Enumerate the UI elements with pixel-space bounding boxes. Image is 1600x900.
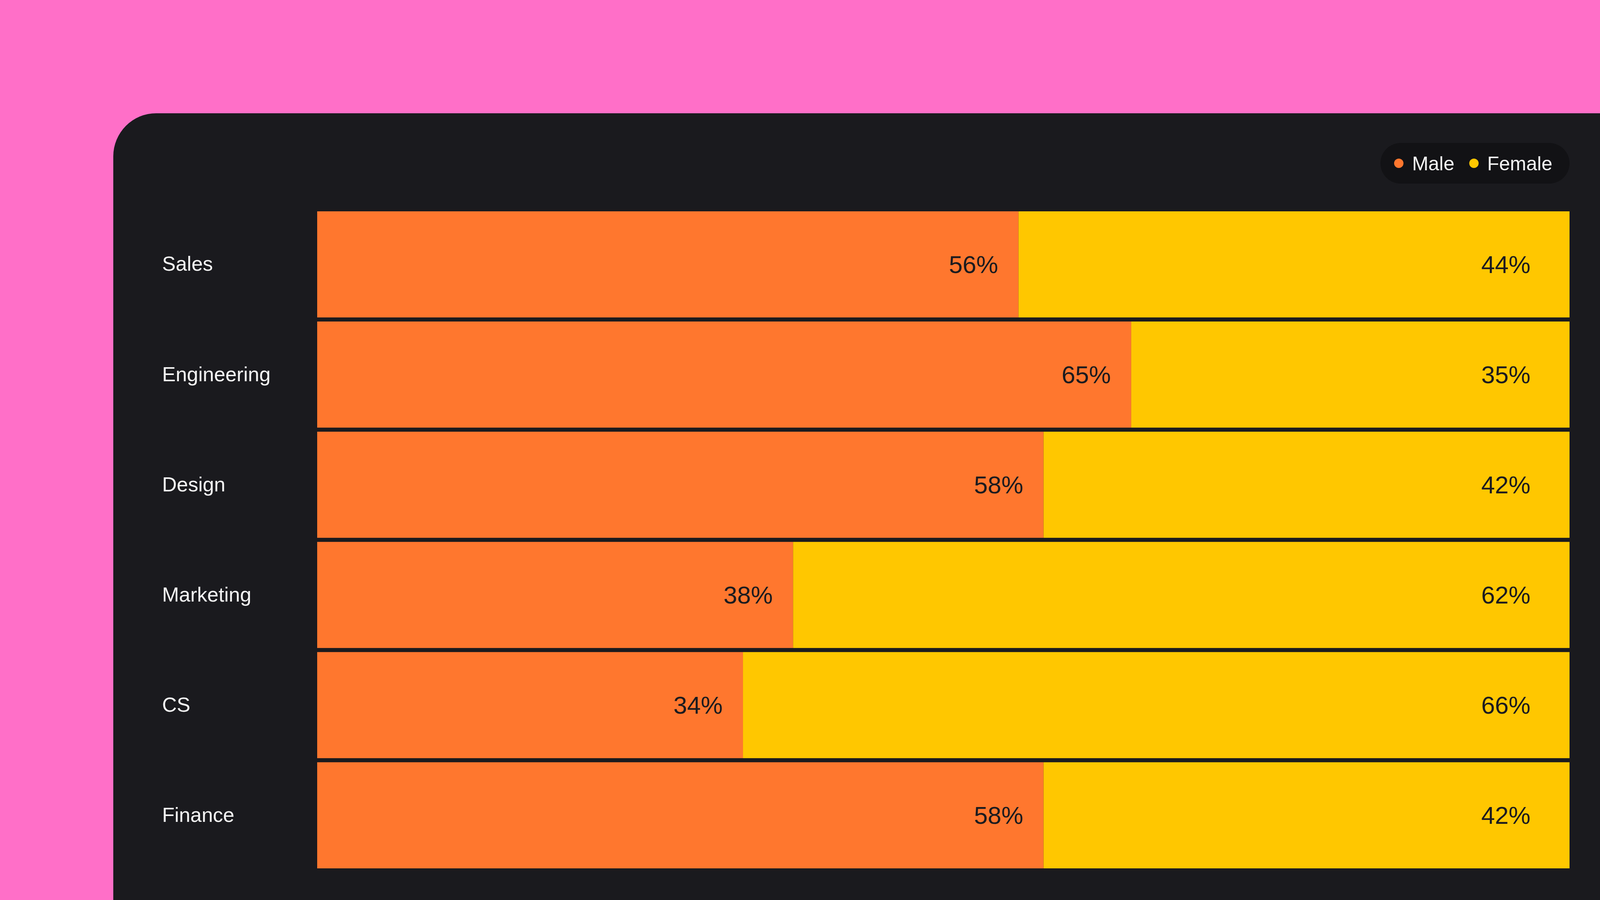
data-label: 65% [1061, 360, 1111, 389]
data-labels: 56% 65% 58% 38% 34% 58% 44% 35% 42% 62% 66% 42% [673, 250, 1531, 829]
data-label: 66% [1481, 691, 1531, 719]
data-label: 42% [1481, 801, 1531, 829]
bar-segment [317, 651, 743, 759]
y-tick: Design [162, 473, 226, 496]
data-label: 34% [673, 691, 723, 719]
y-axis: Sales Engineering Design Marketing CS Finance [162, 211, 318, 869]
bar-segment [317, 211, 1019, 318]
y-axis-line [317, 211, 318, 869]
data-label: 38% [723, 581, 773, 609]
legend: Male Female [1380, 142, 1570, 184]
bar-segment [1018, 211, 1570, 318]
bars [317, 211, 1570, 869]
category-label: Design [162, 473, 226, 496]
category-label: Engineering [162, 362, 271, 386]
bar-segment [317, 541, 793, 649]
data-label: 35% [1481, 360, 1531, 389]
bar-segment [317, 762, 1044, 869]
bar-segment [1043, 431, 1570, 538]
legend-background [1380, 142, 1570, 184]
data-label: 58% [973, 801, 1024, 829]
y-tick: CS [162, 693, 191, 717]
y-tick: Sales [162, 252, 213, 275]
data-label: 56% [948, 250, 999, 279]
category-label: Finance [162, 803, 235, 827]
category-label: Marketing [162, 583, 252, 606]
bar-segment [742, 651, 1570, 759]
data-label: 58% [973, 471, 1024, 499]
category-label: Sales [162, 252, 213, 275]
bar-segment [317, 431, 1044, 538]
chart-canvas: 56% 65% 58% 38% 34% 58% 44% 35% 42% 62% 66% 42% Sale… [0, 0, 1600, 900]
bar-segment [1131, 321, 1570, 428]
category-label: CS [162, 693, 191, 717]
bar-segment [1043, 762, 1570, 869]
legend-swatch [1394, 158, 1404, 168]
legend-swatch [1469, 158, 1479, 168]
y-tick: Engineering [162, 362, 271, 386]
data-label: 42% [1481, 471, 1531, 499]
panel [113, 113, 1600, 900]
data-label: 62% [1481, 581, 1531, 609]
bar-segment [792, 541, 1570, 649]
bar-segment [317, 321, 1132, 428]
y-tick: Marketing [162, 583, 252, 606]
y-tick: Finance [162, 803, 235, 827]
data-label: 44% [1481, 250, 1531, 279]
legend-label: Male [1412, 152, 1455, 175]
legend-label: Female [1487, 152, 1553, 175]
